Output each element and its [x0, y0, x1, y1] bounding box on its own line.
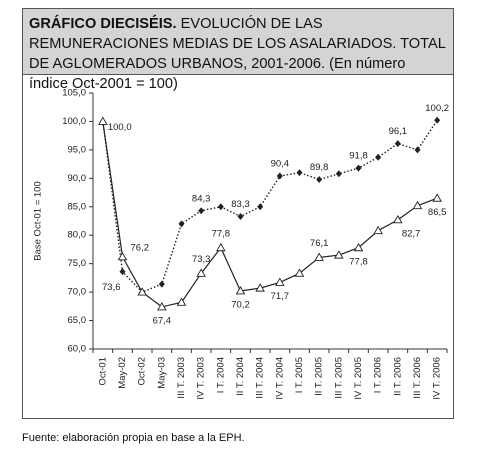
point	[98, 116, 108, 125]
y-tick-label: 80,0	[68, 230, 87, 241]
y-tick-label: 85,0	[68, 201, 87, 212]
x-tick-label: III T. 2004	[255, 357, 266, 399]
point	[196, 268, 206, 277]
x-tick-label: IV T. 2004	[274, 357, 285, 400]
value-label: 90,4	[271, 159, 290, 170]
title-lead: GRÁFICO DIECISÉIS.	[29, 16, 177, 32]
point	[432, 193, 442, 202]
point	[198, 207, 205, 215]
point	[375, 153, 382, 161]
y-tick-label: 100,0	[62, 116, 86, 127]
point	[217, 203, 224, 211]
series-line	[102, 119, 438, 293]
point	[335, 170, 342, 178]
point	[316, 175, 323, 183]
y-tick-label: 90,0	[68, 173, 87, 184]
x-tick-label: May-03	[156, 357, 167, 389]
point	[334, 250, 344, 259]
value-label: 91,8	[349, 151, 368, 162]
point	[158, 280, 165, 288]
value-label: 77,8	[212, 228, 231, 239]
title-text: EVOLUCIÓN DE LAS REMUNERACIONES MEDIAS D…	[29, 16, 446, 92]
point	[276, 172, 283, 180]
point	[176, 297, 187, 306]
point	[373, 225, 383, 235]
x-tick-label: Oct-02	[137, 357, 148, 386]
point	[117, 251, 128, 261]
x-tick-label: III T. 2006	[412, 357, 423, 399]
x-tick-label: I T. 2005	[294, 357, 305, 393]
point	[137, 287, 147, 296]
point	[412, 200, 423, 210]
x-tick-label: II T. 2005	[314, 357, 325, 396]
point	[353, 242, 364, 252]
value-label: 76,2	[131, 242, 150, 253]
point	[393, 214, 403, 224]
point	[394, 140, 401, 148]
x-tick-label: Oct-01	[97, 357, 108, 386]
value-label: 83,3	[231, 199, 250, 210]
y-tick-label: 70,0	[68, 287, 87, 298]
x-tick-label: II T. 2006	[392, 357, 403, 396]
point	[257, 203, 264, 211]
source: Fuente: elaboración propia en base a la …	[22, 432, 245, 444]
x-tick-label: II T. 2004	[235, 357, 246, 396]
value-label: 70,2	[231, 299, 250, 310]
point	[275, 277, 285, 286]
value-label: 84,3	[192, 193, 211, 204]
point	[178, 220, 185, 228]
value-label: 96,1	[389, 126, 408, 137]
point	[235, 286, 246, 295]
x-tick-label: III T. 2003	[176, 357, 187, 399]
value-label: 73,3	[192, 254, 211, 265]
value-label: 100,0	[108, 122, 132, 133]
point	[237, 212, 244, 220]
y-tick-label: 65,0	[68, 315, 87, 326]
point	[157, 301, 167, 311]
value-label: 89,8	[310, 162, 329, 173]
x-tick-label: May-02	[117, 357, 128, 389]
value-label: 86,5	[428, 207, 447, 218]
chart-title: GRÁFICO DIECISÉIS. EVOLUCIÓN DE LAS REMU…	[22, 8, 454, 92]
value-label: 71,7	[271, 291, 290, 302]
series-line	[102, 121, 438, 308]
value-label: 67,4	[153, 315, 172, 326]
point	[314, 252, 324, 261]
point	[355, 164, 362, 172]
x-tick-label: IV T. 2003	[196, 357, 207, 400]
x-tick-label: I T. 2006	[373, 357, 384, 393]
y-tick-label: 60,0	[68, 344, 87, 355]
x-tick-label: III T. 2005	[333, 357, 344, 399]
point	[414, 146, 421, 154]
y-tick-label: 75,0	[68, 258, 87, 269]
point	[119, 268, 126, 276]
value-label: 100,2	[425, 103, 449, 114]
x-tick-label: IV T. 2005	[353, 357, 364, 400]
point	[294, 268, 305, 277]
point	[434, 116, 441, 124]
value-label: 82,7	[402, 228, 421, 239]
value-label: 77,8	[349, 256, 368, 267]
point	[255, 283, 265, 292]
y-tick-label: 105,0	[62, 88, 86, 99]
value-label: 76,1	[310, 238, 329, 249]
x-tick-label: I T. 2004	[215, 357, 226, 393]
x-tick-label: IV T. 2006	[432, 357, 443, 400]
value-label: 73,6	[102, 282, 121, 293]
point	[296, 169, 303, 177]
y-tick-label: 95,0	[68, 144, 87, 155]
y-axis-label: Base Oct-01 = 100	[33, 181, 44, 260]
point	[216, 242, 226, 252]
